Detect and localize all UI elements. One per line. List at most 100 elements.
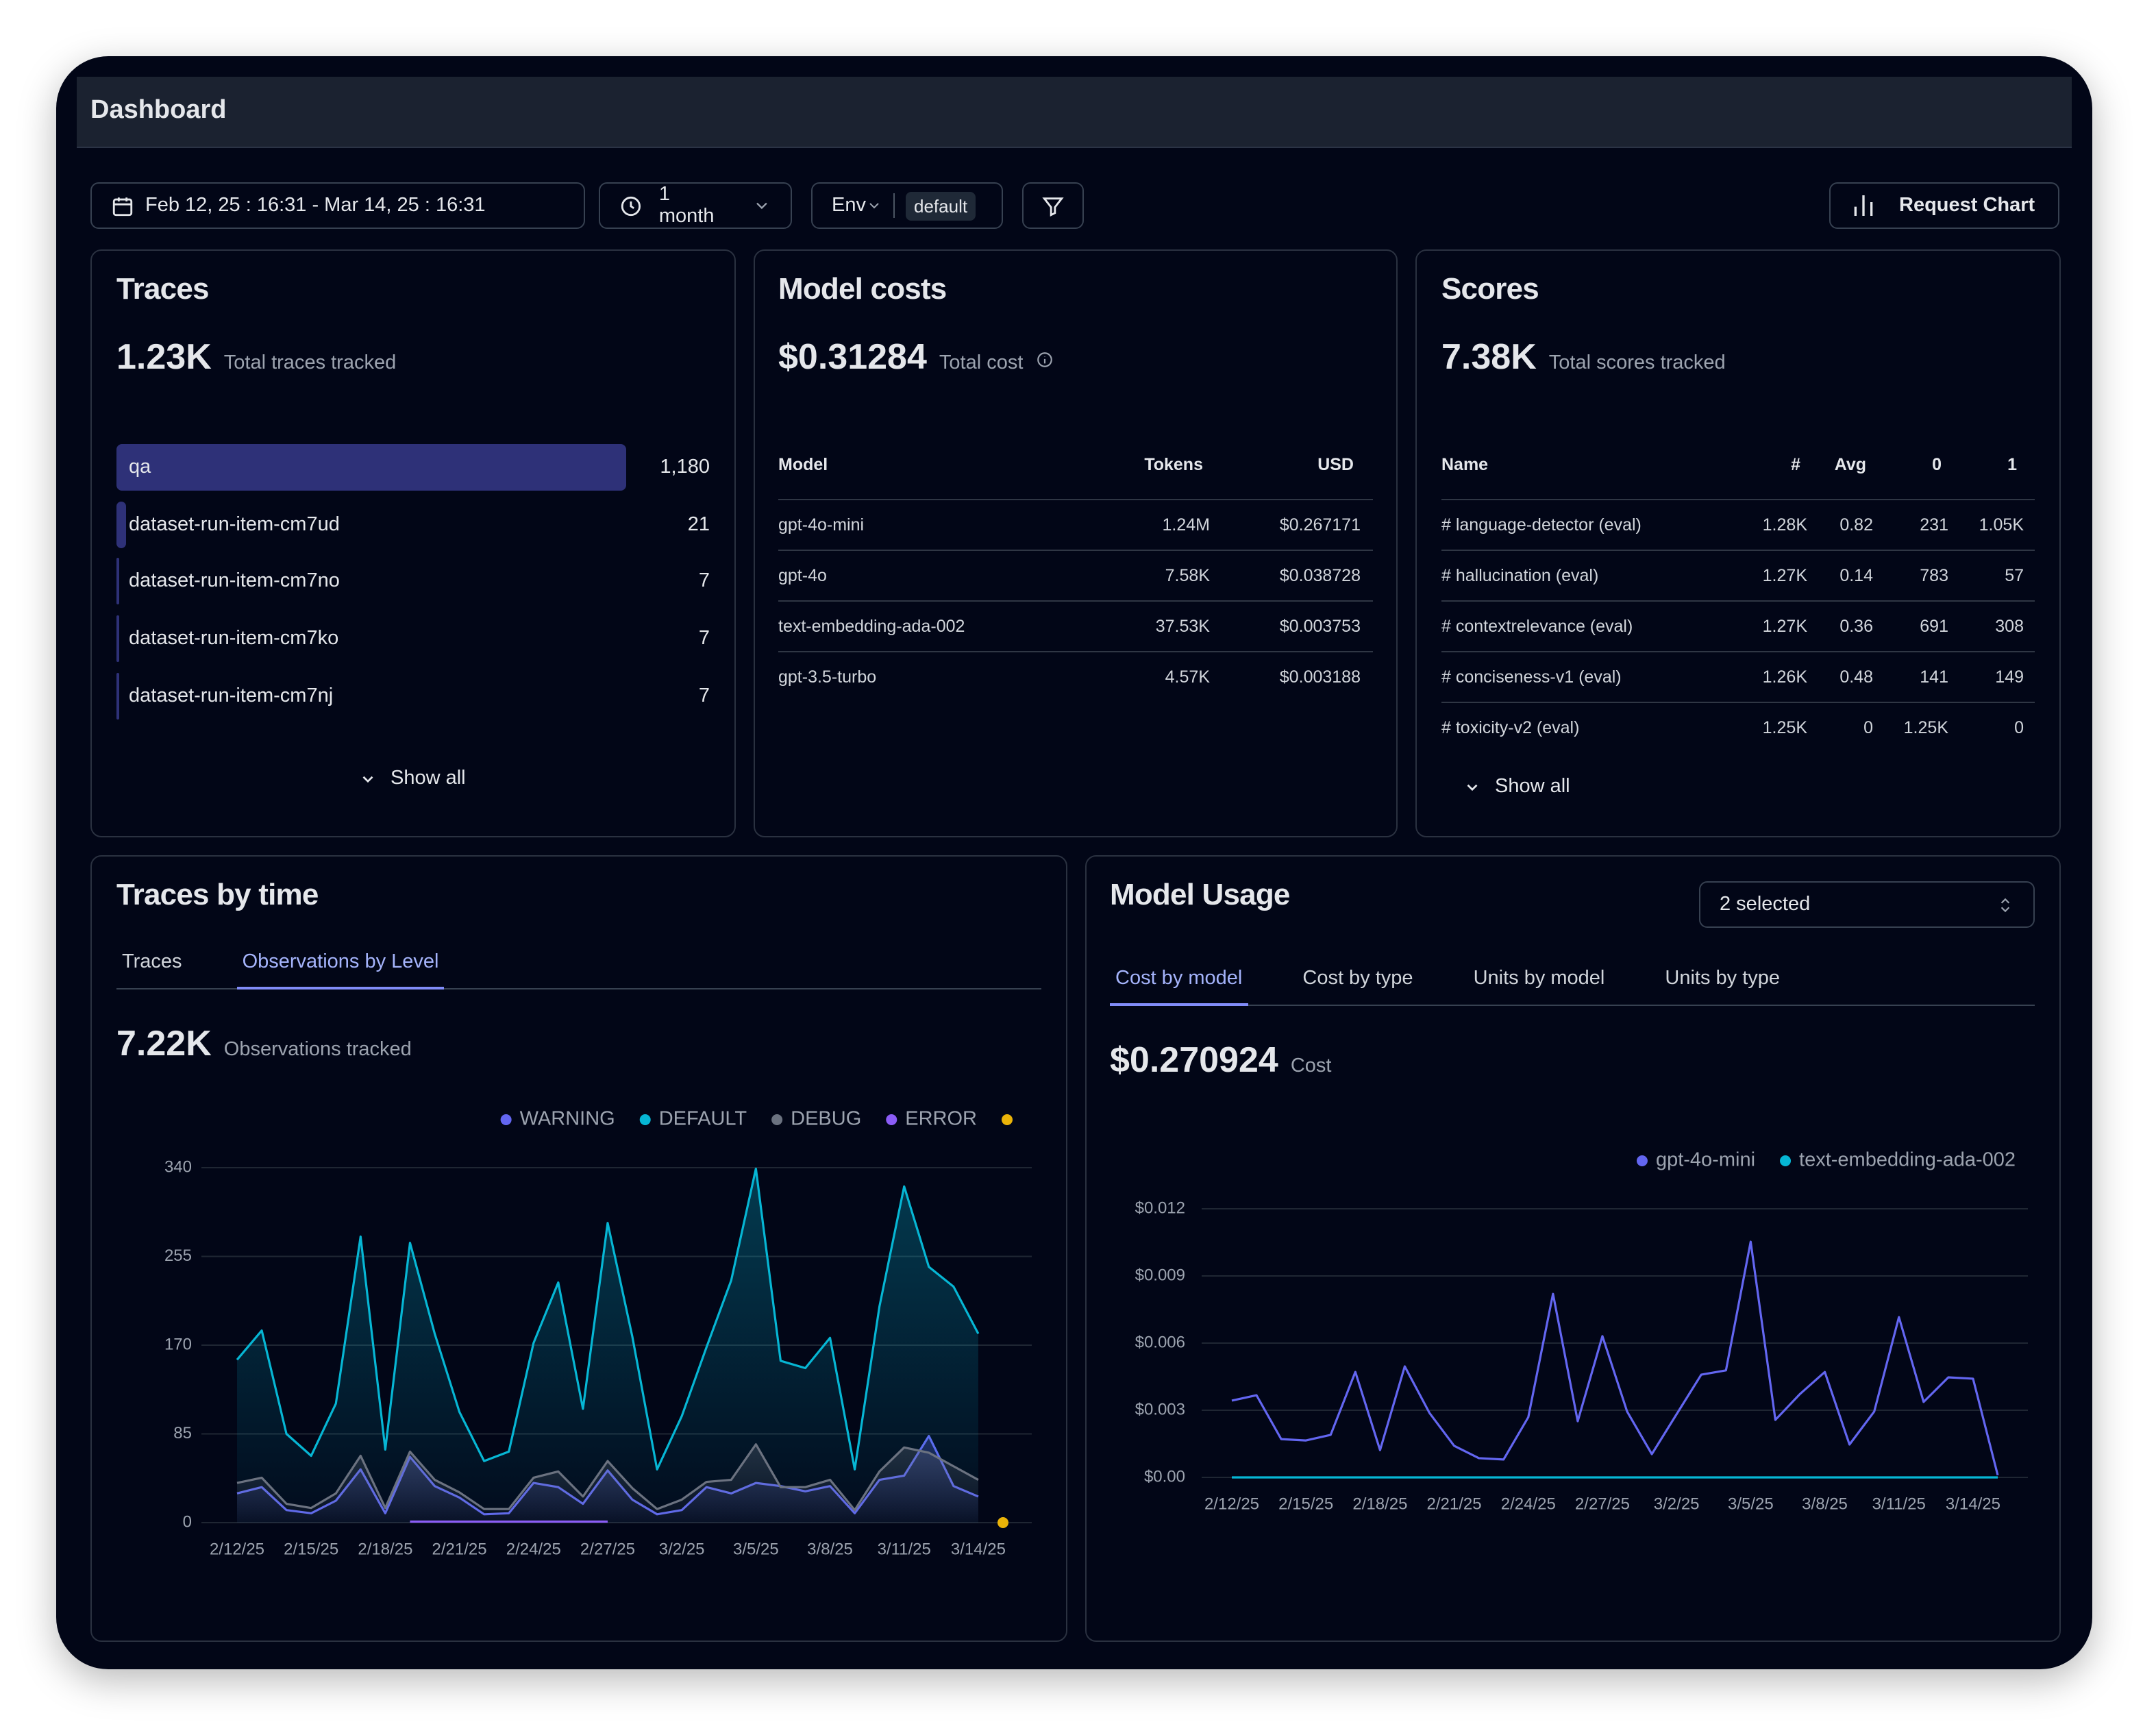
show-all-text: Show all	[1495, 776, 1570, 798]
x-tick-label: 2/15/25	[284, 1540, 338, 1558]
kpi: 7.22K Observations tracked	[116, 1022, 412, 1065]
legend-swatch	[1780, 1155, 1792, 1166]
updown-icon	[2000, 897, 2010, 912]
x-tick-label: 3/2/25	[659, 1540, 705, 1558]
chevron-icon	[362, 775, 373, 783]
table-cell: # contextrelevance (eval)	[1441, 617, 1633, 636]
x-tick-label: 3/5/25	[1728, 1495, 1774, 1513]
x-tick-label: 3/14/25	[1946, 1495, 2000, 1513]
filter-button[interactable]	[1022, 182, 1084, 229]
x-tick-label: 2/27/25	[1575, 1495, 1630, 1513]
tab[interactable]: Cost by model	[1110, 968, 1248, 1006]
card-title: Model costs	[778, 271, 947, 306]
env-filter[interactable]: Env default	[811, 182, 1003, 229]
table-cell: $0.003753	[1279, 617, 1361, 636]
table-cell: 0	[1863, 718, 1873, 737]
table-cell: 1.27K	[1762, 566, 1807, 585]
row-divider	[1441, 651, 2035, 652]
x-tick-label: 3/2/25	[1654, 1495, 1700, 1513]
tab[interactable]: Units by type	[1665, 968, 1781, 990]
table-cell: 4.57K	[1165, 667, 1210, 687]
tab[interactable]: Traces	[122, 951, 182, 973]
x-tick-label: 2/21/25	[1427, 1495, 1482, 1513]
row-divider	[1441, 702, 2035, 703]
table-cell: USD	[1317, 455, 1354, 474]
legend-label: ERROR	[905, 1108, 977, 1130]
legend-swatch	[1002, 1114, 1013, 1125]
table-cell: 1.27K	[1762, 617, 1807, 636]
y-tick-label: 0	[183, 1512, 192, 1531]
x-tick-label: 2/24/25	[506, 1540, 561, 1558]
kpi-value: $0.270924	[1110, 1039, 1278, 1080]
table-cell: 21	[687, 513, 710, 536]
calendar-icon	[112, 197, 133, 216]
legend-label: WARNING	[520, 1108, 615, 1130]
model-select[interactable]: 2 selected	[1699, 881, 2035, 928]
table-cell: dataset-run-item-cm7nj	[129, 685, 334, 707]
kpi-value: 7.22K	[116, 1022, 212, 1064]
header-bar	[77, 77, 2072, 148]
y-tick-label: 255	[164, 1246, 192, 1265]
period-select[interactable]: 1 month	[599, 182, 792, 229]
table-cell: 0	[2014, 718, 2024, 737]
row-divider	[1441, 550, 2035, 551]
kpi-value: $0.31284	[778, 336, 927, 377]
kpi-caption: Total traces tracked	[223, 352, 397, 374]
x-tick-label: 2/18/25	[1352, 1495, 1407, 1513]
area-fill	[237, 1444, 978, 1523]
show-all-button[interactable]: Show all	[359, 767, 466, 789]
table-cell: $0.003188	[1279, 667, 1361, 687]
data-point	[998, 1517, 1008, 1528]
table-cell: Name	[1441, 455, 1489, 474]
legend-swatch	[639, 1114, 651, 1125]
table-cell: 783	[1920, 566, 1948, 585]
table-cell: Model	[778, 455, 828, 474]
table-cell: dataset-run-item-cm7no	[129, 570, 340, 593]
table-cell: 7	[698, 628, 710, 650]
kpi: 7.38K Total scores tracked	[1441, 336, 1726, 378]
kpi-caption: Total scores tracked	[1548, 352, 1726, 374]
request-chart-button[interactable]: Request Chart	[1829, 182, 2059, 229]
x-tick-label: 2/12/25	[210, 1540, 264, 1558]
table-cell: gpt-4o-mini	[778, 515, 865, 534]
table-cell: 1.24M	[1162, 515, 1211, 534]
request-chart-text: Request Chart	[1899, 195, 2035, 217]
y-tick-label: 85	[173, 1424, 192, 1442]
table-cell: 231	[1920, 515, 1948, 534]
model-usage-card	[1085, 855, 2061, 1642]
tab[interactable]: Observations by Level	[236, 951, 445, 990]
tab[interactable]: Units by model	[1473, 968, 1605, 990]
table-cell: 0.82	[1839, 515, 1873, 534]
date-range-picker[interactable]: Feb 12, 25 : 16:31 - Mar 14, 25 : 16:31	[90, 182, 585, 229]
show-all-button[interactable]: Show all	[1463, 776, 1570, 798]
x-tick-label: 2/24/25	[1501, 1495, 1556, 1513]
date-range-text: Feb 12, 25 : 16:31 - Mar 14, 25 : 16:31	[145, 195, 486, 217]
legend-label: DEBUG	[791, 1108, 861, 1130]
table-cell: 141	[1920, 667, 1948, 687]
chevron-icon	[756, 202, 767, 210]
table-cell: gpt-4o	[778, 566, 827, 585]
x-tick-label: 2/18/25	[358, 1540, 412, 1558]
series-line	[236, 1167, 980, 1471]
table-cell: # conciseness-v1 (eval)	[1441, 667, 1622, 687]
clock-icon	[621, 195, 641, 216]
env-chip: default	[906, 191, 976, 220]
info-icon[interactable]	[1035, 351, 1053, 369]
kpi-caption: Observations tracked	[223, 1039, 412, 1061]
card-title: Model Usage	[1110, 877, 1290, 911]
card-title: Traces by time	[116, 877, 319, 911]
filter-icon	[1042, 197, 1064, 217]
table-cell: 0	[1932, 455, 1942, 474]
kpi: 1.23K Total traces tracked	[116, 336, 396, 378]
traces-card	[90, 249, 736, 837]
table-cell: 7	[698, 685, 710, 707]
legend-swatch	[1636, 1155, 1648, 1166]
x-tick-label: 2/15/25	[1278, 1495, 1333, 1513]
y-tick-label: $0.009	[1135, 1266, 1185, 1284]
y-tick-label: $0.012	[1135, 1199, 1185, 1217]
tab[interactable]: Cost by type	[1302, 968, 1413, 990]
tab-bar: Traces Observations by Level	[116, 951, 1041, 990]
series-line	[1231, 1240, 1999, 1476]
table-cell: #	[1791, 455, 1800, 474]
table-cell: gpt-3.5-turbo	[778, 667, 877, 687]
